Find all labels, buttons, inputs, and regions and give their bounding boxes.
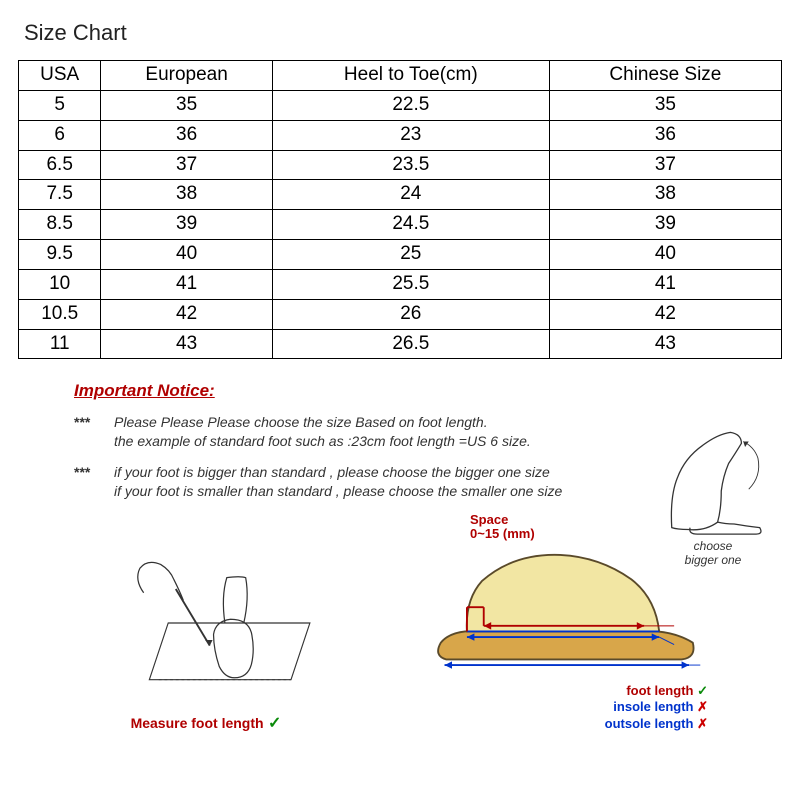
table-row: 114326.543 [19,329,782,359]
space-l1: Space [470,512,508,527]
col-chinese: Chinese Size [549,61,781,91]
table-cell: 41 [549,269,781,299]
table-cell: 35 [549,90,781,120]
measure-caption: Measure foot length [131,715,264,731]
notice-heading: Important Notice: [74,381,742,401]
size-chart-table: USA European Heel to Toe(cm) Chinese Siz… [18,60,782,359]
table-row: 7.5382438 [19,180,782,210]
table-cell: 43 [101,329,272,359]
table-cell: 35 [101,90,272,120]
foot-length-row: foot length ✓ [414,683,708,700]
measure-caption-row: Measure foot length ✓ [86,713,326,733]
table-cell: 24.5 [272,210,549,240]
x-icon: ✗ [697,716,708,731]
star-marker: *** [74,413,114,451]
table-body: 53522.53563623366.53723.5377.53824388.53… [19,90,782,359]
table-row: 10.5422642 [19,299,782,329]
outsole-length-label: outsole length [605,716,694,731]
table-cell: 37 [101,150,272,180]
table-cell: 37 [549,150,781,180]
x-icon: ✗ [697,699,708,714]
length-legend: foot length ✓ insole length ✗ outsole le… [414,683,714,734]
star-marker: *** [74,463,114,501]
table-header-row: USA European Heel to Toe(cm) Chinese Siz… [19,61,782,91]
table-cell: 25 [272,240,549,270]
foot-side-diagram: choose bigger one [648,425,778,575]
measure-foot-diagram: Measure foot length ✓ [86,538,326,733]
table-cell: 36 [101,120,272,150]
table-cell: 23 [272,120,549,150]
notice-item-2: *** if your foot is bigger than standard… [74,463,742,501]
table-cell: 8.5 [19,210,101,240]
table-cell: 6 [19,120,101,150]
table-cell: 38 [549,180,781,210]
notice-1-line2: the example of standard foot such as :23… [114,433,531,449]
table-cell: 39 [549,210,781,240]
check-icon: ✓ [697,683,708,698]
table-cell: 9.5 [19,240,101,270]
insole-length-row: insole length ✗ [414,699,708,716]
table-cell: 24 [272,180,549,210]
table-cell: 23.5 [272,150,549,180]
outsole-length-row: outsole length ✗ [414,716,708,733]
table-cell: 10 [19,269,101,299]
notice-item-1: *** Please Please Please choose the size… [74,413,742,451]
caption-l1: choose [694,539,733,553]
insole-length-label: insole length [613,699,693,714]
table-cell: 42 [101,299,272,329]
table-cell: 10.5 [19,299,101,329]
table-cell: 7.5 [19,180,101,210]
table-cell: 42 [549,299,781,329]
page-title: Size Chart [24,20,782,46]
table-cell: 22.5 [272,90,549,120]
col-usa: USA [19,61,101,91]
col-european: European [101,61,272,91]
table-cell: 11 [19,329,101,359]
table-cell: 43 [549,329,781,359]
table-row: 6.53723.537 [19,150,782,180]
col-heeltoe: Heel to Toe(cm) [272,61,549,91]
table-cell: 26.5 [272,329,549,359]
table-cell: 40 [549,240,781,270]
table-cell: 5 [19,90,101,120]
table-cell: 39 [101,210,272,240]
foot-length-label: foot length [626,683,693,698]
foot-side-icon [648,425,778,535]
table-cell: 38 [101,180,272,210]
important-notice: Important Notice: *** Please Please Plea… [18,381,782,501]
table-cell: 40 [101,240,272,270]
table-row: 9.5402540 [19,240,782,270]
table-cell: 41 [101,269,272,299]
table-row: 6362336 [19,120,782,150]
notice-2-line1: if your foot is bigger than standard , p… [114,464,550,480]
table-cell: 25.5 [272,269,549,299]
caption-l2: bigger one [685,553,742,567]
notice-1-line1: Please Please Please choose the size Bas… [114,414,488,430]
table-row: 8.53924.539 [19,210,782,240]
table-cell: 36 [549,120,781,150]
measure-foot-icon [86,538,326,708]
table-row: 53522.535 [19,90,782,120]
table-cell: 6.5 [19,150,101,180]
table-cell: 26 [272,299,549,329]
table-row: 104125.541 [19,269,782,299]
notice-2-line2: if your foot is smaller than standard , … [114,483,562,499]
check-icon: ✓ [268,715,281,732]
foot-side-caption: choose bigger one [648,540,778,566]
